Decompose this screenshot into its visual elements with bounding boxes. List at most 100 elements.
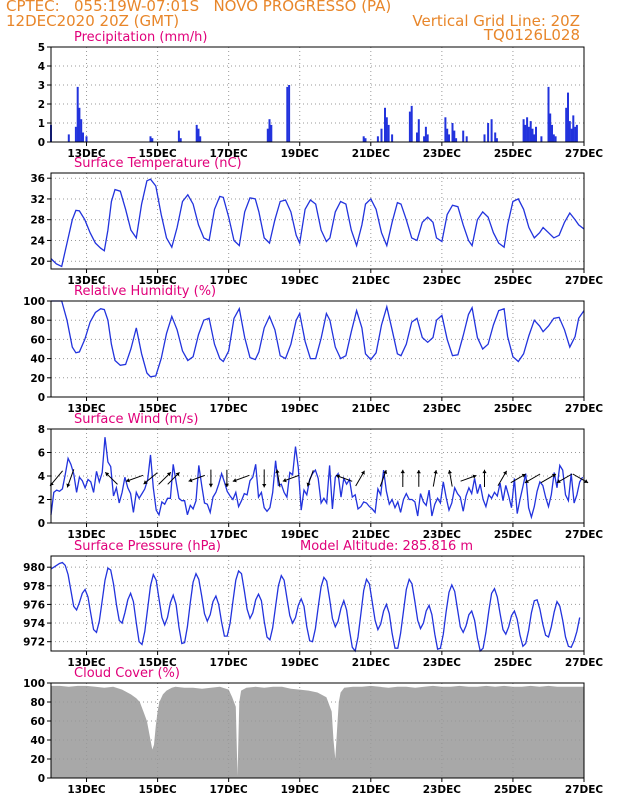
- precip-bar: [547, 86, 550, 142]
- cloud-ytick-label: 60: [30, 716, 45, 728]
- cloud-ytick-label: 0: [38, 773, 45, 785]
- rh-xtick-label: 21DEC: [352, 403, 391, 415]
- temp-xtick-label: 13DEC: [67, 275, 106, 287]
- wind-arrowhead: [361, 470, 365, 475]
- cloud-ytick-label: 40: [30, 735, 45, 747]
- wind-xtick-label: 13DEC: [67, 529, 106, 541]
- temp-xtick-label: 15DEC: [138, 275, 177, 287]
- cloud-xtick-label: 19DEC: [281, 784, 320, 796]
- wind-line: [50, 437, 584, 520]
- precip-bar: [149, 136, 152, 142]
- rh-xtick-label: 23DEC: [423, 403, 462, 415]
- wind-ytick-label: 8: [38, 424, 45, 436]
- precip-bar: [424, 126, 427, 142]
- wind-xtick-label: 25DEC: [494, 529, 533, 541]
- precip-bar: [376, 136, 379, 142]
- rh-xtick-label: 13DEC: [67, 403, 106, 415]
- precip-bar: [552, 134, 555, 142]
- precip-bar: [527, 126, 530, 142]
- precip-bar: [554, 136, 557, 142]
- rh-xtick-label: 17DEC: [210, 403, 249, 415]
- wind-arrowhead: [262, 484, 267, 488]
- precip-bar: [387, 124, 390, 142]
- wind-arrowhead: [188, 478, 193, 483]
- precip-bar: [362, 136, 365, 142]
- wind-arrowhead: [472, 474, 477, 479]
- precip-bar: [410, 105, 413, 142]
- precip-ytick-label: 0: [38, 137, 45, 149]
- precip-bar: [74, 126, 77, 142]
- precip-bar: [288, 85, 291, 142]
- rh-line: [51, 300, 585, 378]
- wind-xtick-label: 27DEC: [565, 529, 604, 541]
- pres-title: Surface Pressure (hPa): [74, 539, 221, 554]
- rh-ytick-label: 40: [30, 354, 45, 366]
- wind-arrowhead: [126, 478, 130, 483]
- precip-xtick-label: 19DEC: [281, 148, 320, 160]
- precip-bar: [495, 138, 498, 142]
- precip-bar: [151, 138, 154, 142]
- precip-bar: [80, 119, 83, 142]
- precip-bar: [455, 138, 458, 142]
- temp-xtick-label: 27DEC: [565, 275, 604, 287]
- precip-bar: [417, 119, 420, 142]
- rh-xtick-label: 25DEC: [494, 403, 533, 415]
- pres-xtick-label: 17DEC: [210, 657, 249, 669]
- cloud-xtick-label: 21DEC: [352, 784, 391, 796]
- precip-bar: [490, 119, 493, 142]
- precip-bar: [385, 117, 388, 142]
- wind-arrowhead: [66, 483, 71, 488]
- precip-bar: [444, 117, 447, 142]
- pres-xtick-label: 23DEC: [423, 657, 462, 669]
- precip-bar: [572, 115, 575, 142]
- wind-arrowhead: [383, 470, 388, 474]
- precip-bar: [529, 121, 532, 142]
- precip-ytick-label: 2: [38, 99, 45, 111]
- cloud-ytick-label: 80: [30, 697, 45, 709]
- wind-xtick-label: 17DEC: [210, 529, 249, 541]
- precip-bar: [286, 86, 289, 142]
- temp-ytick-label: 24: [30, 235, 45, 247]
- rh-ytick-label: 60: [30, 334, 45, 346]
- precip-ytick-label: 1: [38, 118, 45, 130]
- precip-xtick-label: 23DEC: [423, 148, 462, 160]
- rh-xtick-label: 19DEC: [281, 403, 320, 415]
- precip-bar: [565, 107, 568, 142]
- temp-ytick-label: 20: [30, 256, 45, 268]
- precip-bar: [384, 107, 386, 142]
- wind-arrowhead: [224, 483, 229, 487]
- precip-bar: [549, 113, 552, 142]
- precip-bar: [266, 128, 269, 142]
- precip-bar: [483, 134, 486, 142]
- precip-bar: [408, 111, 411, 142]
- temp-ytick-label: 32: [30, 194, 45, 206]
- precip-ytick-label: 4: [38, 61, 45, 73]
- precip-bar: [179, 138, 182, 142]
- precip-bar: [270, 124, 273, 142]
- pres-line: [50, 561, 581, 653]
- precip-xtick-label: 17DEC: [210, 148, 249, 160]
- wind-xtick-label: 23DEC: [423, 529, 462, 541]
- wind-arrowhead: [275, 469, 280, 474]
- rh-xtick-label: 27DEC: [565, 403, 604, 415]
- precip-bar: [380, 128, 383, 142]
- precip-bar: [522, 119, 525, 142]
- wind-arrowhead: [503, 470, 507, 475]
- temp-ytick-label: 36: [30, 173, 45, 185]
- wind-arrowhead: [336, 474, 340, 479]
- precip-bar: [391, 134, 394, 142]
- wind-arrowhead: [143, 480, 148, 485]
- wind-arrowhead: [556, 479, 561, 483]
- precip-xtick-label: 27DEC: [565, 148, 604, 160]
- wind-arrowhead: [306, 482, 311, 487]
- precip-frame: [50, 46, 585, 143]
- wind-arrowhead: [416, 470, 421, 474]
- temp-xtick-label: 21DEC: [352, 275, 391, 287]
- precip-bar: [575, 124, 578, 142]
- header-model-id: TQ0126L028: [483, 26, 580, 44]
- cloud-ytick-label: 20: [30, 754, 45, 766]
- temp-frame: [50, 172, 585, 270]
- rh-frame: [50, 300, 585, 398]
- wind-title: Surface Wind (m/s): [74, 412, 198, 427]
- pres-ytick-label: 974: [23, 618, 45, 630]
